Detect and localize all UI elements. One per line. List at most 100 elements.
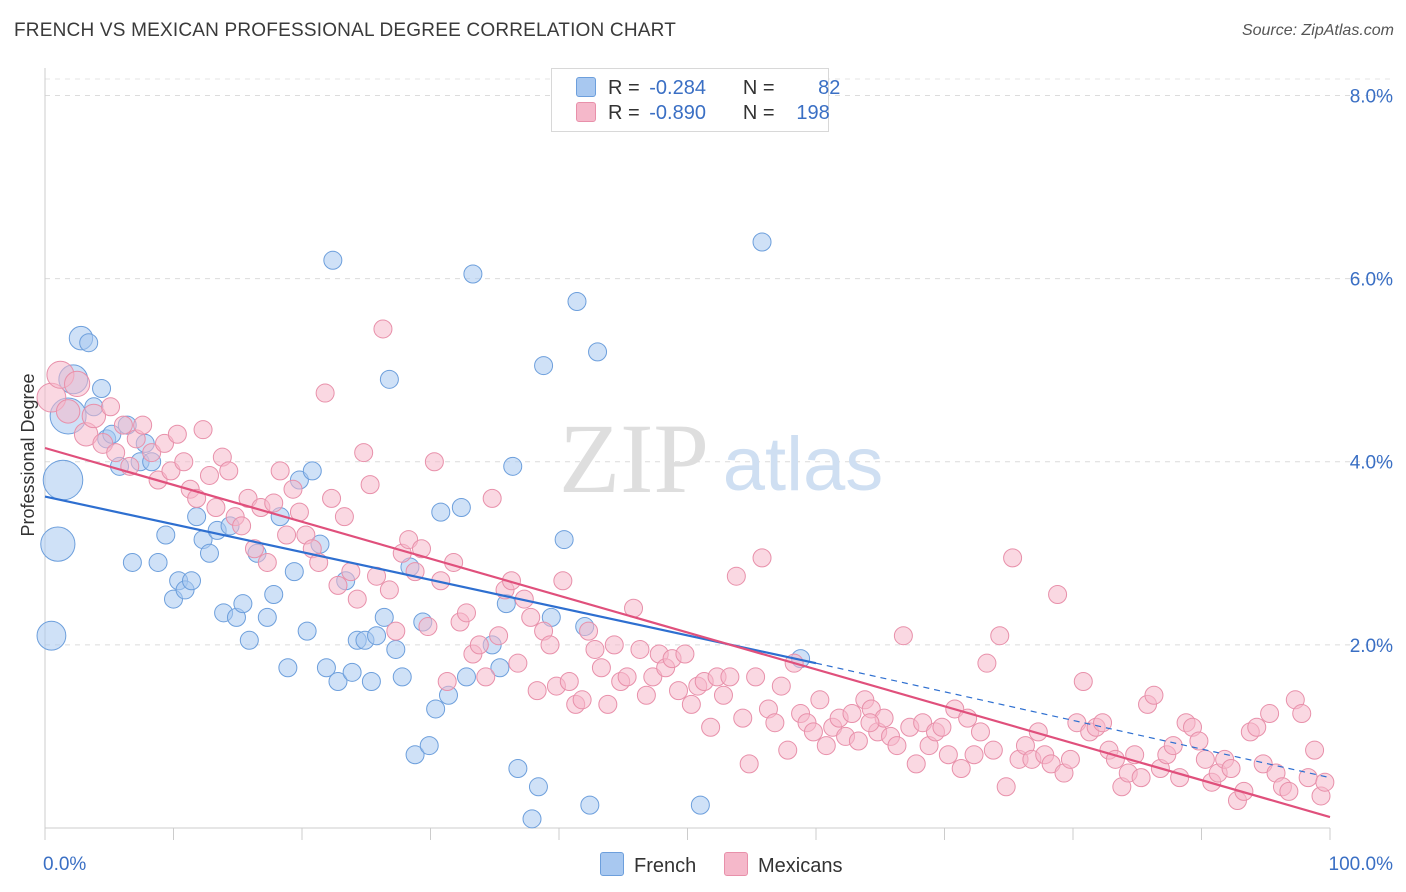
series-mexicans-points — [36, 319, 1335, 811]
point-mexicans — [559, 671, 579, 691]
point-mexicans — [1163, 736, 1183, 756]
point-mexicans — [1305, 740, 1325, 760]
source-label: Source: ZipAtlas.com — [1241, 22, 1394, 39]
point-mexicans — [1315, 772, 1335, 792]
point-mexicans — [990, 626, 1010, 646]
tick-labels: 2.0% 4.0% 6.0% 8.0% 0.0% 100.0% — [43, 86, 1393, 875]
point-french — [199, 543, 219, 563]
x-tick-label-max: 100.0% — [1329, 854, 1394, 875]
point-mexicans — [106, 443, 126, 463]
legend-row-mexicans: R = -0.890 N = 198 — [576, 102, 840, 126]
point-mexicans — [803, 722, 823, 742]
point-french — [181, 571, 201, 591]
legend-r-value-french: -0.284 — [649, 77, 706, 99]
point-mexicans — [970, 722, 990, 742]
point-mexicans — [412, 539, 432, 559]
point-mexicans — [1279, 781, 1299, 801]
point-mexicans — [354, 443, 374, 463]
point-french — [233, 594, 253, 614]
point-mexicans — [155, 433, 175, 453]
point-mexicans — [1253, 754, 1273, 774]
bottom-legend-mexicans: Mexicans — [724, 852, 842, 878]
point-mexicans — [1144, 685, 1164, 705]
point-mexicans — [810, 690, 830, 710]
point-french — [122, 552, 142, 572]
point-french — [239, 630, 259, 650]
legend-n-label: N = — [742, 102, 775, 124]
point-mexicans — [373, 319, 393, 339]
point-french — [42, 459, 84, 501]
point-french — [580, 795, 600, 815]
x-tick-label-min: 0.0% — [43, 854, 86, 875]
point-mexicans — [264, 493, 284, 513]
series-french-points — [36, 232, 811, 829]
point-mexicans — [219, 461, 239, 481]
point-mexicans — [893, 626, 913, 646]
point-french — [328, 671, 348, 691]
bottom-swatch-french — [600, 852, 624, 876]
point-mexicans — [161, 461, 181, 481]
point-french — [503, 456, 523, 476]
point-french — [522, 809, 542, 829]
point-mexicans — [816, 736, 836, 756]
point-mexicans — [334, 507, 354, 527]
point-mexicans — [527, 681, 547, 701]
point-french — [284, 562, 304, 582]
y-tick-label: 2.0% — [1350, 636, 1393, 657]
point-french — [490, 658, 510, 678]
point-mexicans — [64, 370, 91, 398]
legend-n-value-mexicans: 198 — [796, 102, 830, 124]
point-mexicans — [713, 685, 733, 705]
bottom-swatch-mexicans — [724, 852, 748, 876]
point-mexicans — [996, 777, 1016, 797]
point-mexicans — [746, 667, 766, 687]
point-french — [379, 369, 399, 389]
point-french — [257, 607, 277, 627]
point-mexicans — [720, 667, 740, 687]
point-mexicans — [437, 671, 457, 691]
point-french — [40, 526, 76, 562]
point-mexicans — [206, 498, 226, 518]
point-mexicans — [1060, 749, 1080, 769]
point-mexicans — [341, 562, 361, 582]
point-mexicans — [521, 607, 541, 627]
point-mexicans — [424, 452, 444, 472]
watermark-zip: ZIP — [559, 403, 709, 514]
point-french — [79, 333, 99, 353]
point-mexicans — [167, 424, 187, 444]
point-french — [451, 498, 471, 518]
point-french — [426, 699, 446, 719]
point-mexicans — [174, 452, 194, 472]
point-mexicans — [553, 571, 573, 591]
point-french — [92, 378, 112, 398]
point-french — [431, 502, 451, 522]
point-mexicans — [752, 548, 772, 568]
point-mexicans — [579, 621, 599, 641]
point-mexicans — [598, 694, 618, 714]
point-french — [148, 552, 168, 572]
point-mexicans — [360, 475, 380, 495]
point-french — [392, 667, 412, 687]
point-mexicans — [913, 713, 933, 733]
point-french — [752, 232, 772, 252]
point-french — [156, 525, 176, 545]
legend-swatch-french — [576, 77, 596, 97]
point-french — [342, 662, 362, 682]
point-mexicans — [932, 717, 952, 737]
point-french — [405, 745, 425, 765]
point-french — [361, 671, 381, 691]
point-mexicans — [977, 653, 997, 673]
point-mexicans — [1195, 749, 1215, 769]
point-french — [419, 736, 439, 756]
point-mexicans — [1221, 758, 1241, 778]
point-mexicans — [964, 745, 984, 765]
point-mexicans — [848, 731, 868, 751]
trend-line-mexicans — [44, 446, 1331, 819]
legend-r-label: R = — [608, 77, 640, 99]
point-mexicans — [675, 644, 695, 664]
legend-row-french: R = -0.284 N = 82 — [576, 77, 840, 101]
point-mexicans — [133, 415, 153, 435]
point-french — [264, 585, 284, 605]
chart-title: FRENCH VS MEXICAN PROFESSIONAL DEGREE CO… — [14, 20, 677, 41]
point-mexicans — [508, 653, 528, 673]
